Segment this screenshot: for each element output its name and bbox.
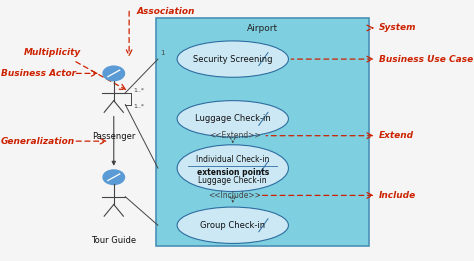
Text: Luggage Check-in: Luggage Check-in: [195, 114, 271, 123]
Text: 1: 1: [160, 50, 164, 56]
Text: Multiplicity: Multiplicity: [24, 48, 81, 57]
Text: Association: Association: [137, 7, 195, 16]
FancyBboxPatch shape: [156, 17, 369, 246]
Text: Business Actor: Business Actor: [0, 69, 76, 78]
Circle shape: [103, 170, 125, 185]
Ellipse shape: [177, 41, 289, 77]
Text: System: System: [379, 23, 416, 32]
Text: Generalization: Generalization: [0, 137, 74, 146]
Text: Airport: Airport: [247, 24, 278, 33]
Text: Group Check-in: Group Check-in: [200, 221, 265, 230]
Text: Passenger: Passenger: [92, 132, 136, 141]
Text: <<Extend>>: <<Extend>>: [209, 131, 261, 140]
Text: Include: Include: [379, 191, 416, 200]
Text: 1..*: 1..*: [133, 104, 144, 109]
Text: <<Include>>: <<Include>>: [208, 191, 261, 200]
Ellipse shape: [177, 207, 289, 244]
Text: Tour Guide: Tour Guide: [91, 236, 137, 245]
Ellipse shape: [177, 145, 289, 192]
Text: Individual Check-in: Individual Check-in: [196, 155, 269, 164]
Circle shape: [103, 66, 125, 81]
Text: extension points: extension points: [197, 168, 269, 176]
Text: Luggage Check-in: Luggage Check-in: [199, 176, 267, 185]
Text: Business Use Case: Business Use Case: [379, 55, 473, 64]
Text: 1..*: 1..*: [133, 87, 144, 93]
Text: Extend: Extend: [379, 131, 414, 140]
Ellipse shape: [177, 101, 289, 137]
Text: Security Screening: Security Screening: [193, 55, 273, 64]
